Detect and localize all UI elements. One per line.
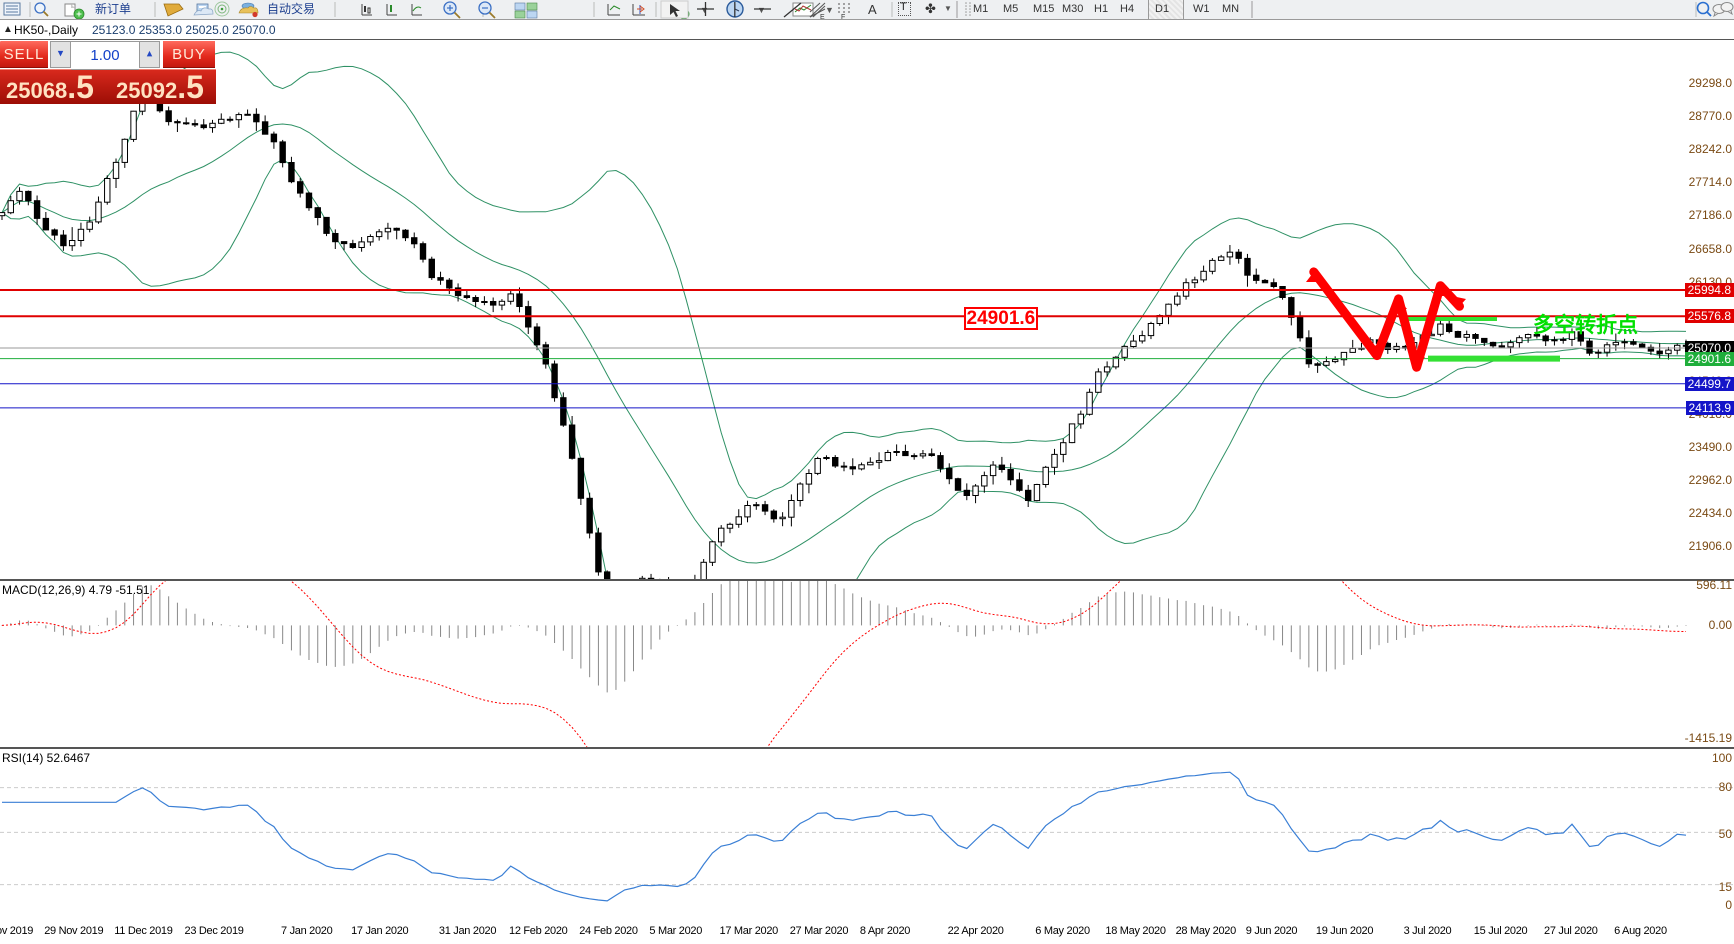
svg-text:E: E bbox=[820, 14, 825, 19]
svg-text:▼: ▼ bbox=[700, 5, 709, 15]
svg-text:新订单: 新订单 bbox=[95, 1, 131, 16]
svg-text:F: F bbox=[841, 14, 845, 19]
svg-text:▼: ▼ bbox=[825, 5, 834, 15]
svg-text:▼: ▼ bbox=[757, 5, 766, 15]
svg-text:自动交易: 自动交易 bbox=[267, 1, 315, 16]
svg-text:A: A bbox=[868, 2, 877, 17]
